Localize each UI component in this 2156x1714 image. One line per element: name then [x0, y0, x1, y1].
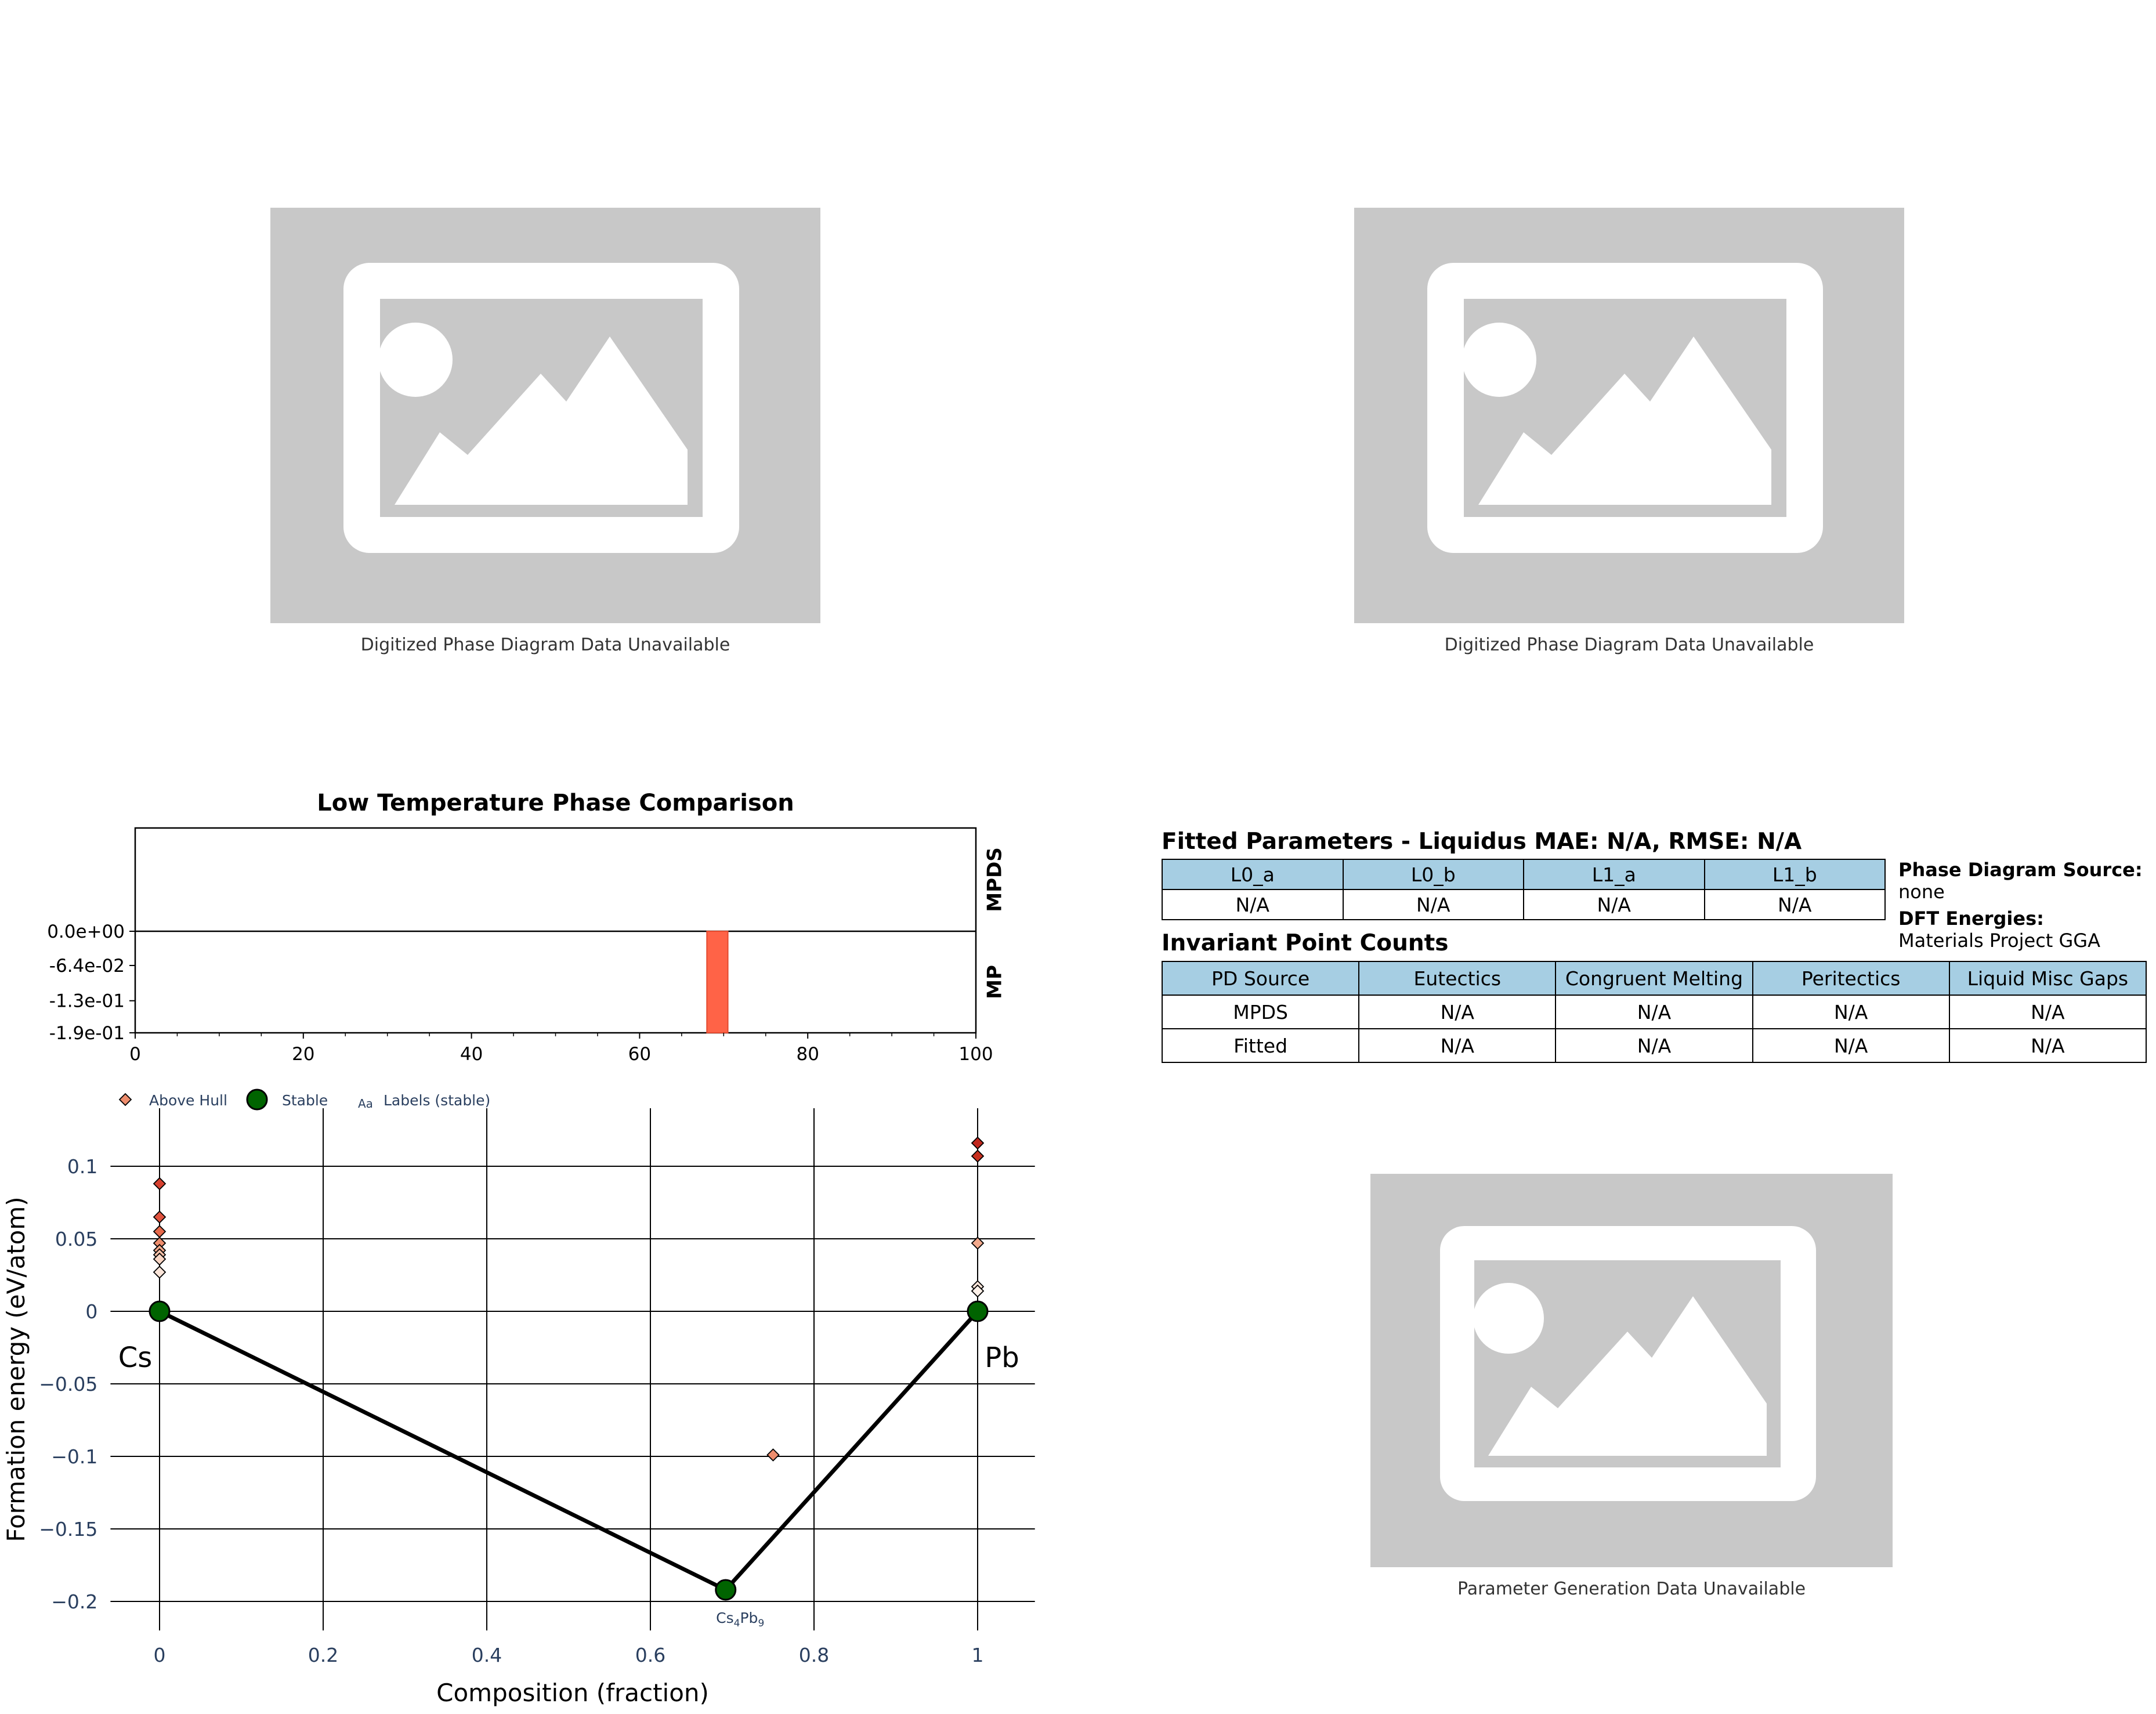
above-hull-point [153, 1177, 167, 1191]
fitted-param-header: L0_b [1342, 859, 1524, 890]
y-tick-label: −0.05 [39, 1373, 97, 1395]
fitted-param-value: N/A [1162, 889, 1344, 920]
hull-line [158, 1309, 979, 1593]
fitted-param-header: L1_b [1703, 859, 1886, 890]
invariant-cell: N/A [1555, 995, 1753, 1029]
stable-point [715, 1579, 737, 1601]
y-tick-label: −0.1 [51, 1445, 97, 1468]
x-tick-label: 80 [796, 1044, 819, 1065]
invariant-cell: N/A [1752, 995, 1950, 1029]
invariant-counts-table: PD Source Eutectics Congruent Melting Pe… [1161, 961, 2147, 1063]
digitized-diagram-placeholder-left [270, 208, 820, 623]
parameter-generation-placeholder [1370, 1174, 1893, 1567]
y-tick-label: -1.3e-01 [49, 991, 125, 1012]
stable-point-label: Cs4Pb9 [716, 1610, 764, 1629]
x-tick-label: 60 [628, 1044, 651, 1065]
pd-source-label: Phase Diagram Source: [1898, 859, 2143, 881]
chart-title: Low Temperature Phase Comparison [317, 790, 794, 816]
invariant-counts-title: Invariant Point Counts [1162, 930, 1449, 956]
x-tick-label: 0.6 [635, 1644, 665, 1666]
invariant-cell: N/A [1948, 995, 2147, 1029]
y-tick-label: 0 [85, 1300, 97, 1323]
fitted-param-header: L1_a [1523, 859, 1705, 890]
x-tick-label: 0 [129, 1044, 141, 1065]
stable-point [967, 1300, 989, 1322]
y-tick-label: -1.9e-01 [49, 1023, 125, 1044]
x-tick-label: 100 [958, 1044, 993, 1065]
digitized-diagram-caption-right: Digitized Phase Diagram Data Unavailable [1444, 635, 1814, 655]
invariant-header: PD Source [1161, 961, 1360, 996]
y-tick-label: 0.0e+00 [47, 921, 125, 942]
stable-point [149, 1300, 171, 1322]
image-placeholder-icon [343, 263, 739, 553]
x-tick-label: 20 [292, 1044, 314, 1065]
digitized-diagram-placeholder-right [1354, 208, 1904, 623]
legend-item-label: Labels (stable) [384, 1092, 490, 1109]
above-hull-point [971, 1236, 985, 1250]
above-hull-point [971, 1136, 985, 1150]
above-hull-point [971, 1149, 985, 1163]
legend-text-icon: Aa [358, 1097, 373, 1111]
y-axis-title: Formation energy (eV/atom) [2, 1196, 30, 1542]
endpoint-label: Cs [118, 1341, 153, 1374]
legend-diamond-icon [118, 1093, 132, 1106]
pd-source-value: none [1898, 881, 1945, 903]
invariant-cell: N/A [1948, 1028, 2147, 1063]
image-placeholder-icon [1427, 263, 1823, 553]
legend-item-label: Stable [282, 1092, 328, 1109]
invariant-cell: N/A [1358, 1028, 1557, 1063]
x-tick-label: 0.2 [308, 1644, 338, 1666]
above-hull-point [153, 1225, 167, 1238]
fitted-param-value: N/A [1342, 889, 1524, 920]
table-row: MPDS N/A N/A N/A N/A [1161, 995, 2147, 1029]
image-placeholder-icon [1440, 1226, 1816, 1501]
convex-hull-chart: 0.1 0.05 0 −0.05 −0.1 −0.15 −0.2 0 0.2 0.4 0.6 0.8 1… [2, 1089, 1035, 1707]
fitted-param-header: L0_a [1162, 859, 1344, 890]
invariant-cell: N/A [1555, 1028, 1753, 1063]
invariant-cell: N/A [1358, 995, 1557, 1029]
y-tick-label: 0.1 [67, 1155, 97, 1178]
invariant-cell: MPDS [1161, 995, 1360, 1029]
invariant-header: Eutectics [1358, 961, 1557, 996]
x-tick-label: 0.8 [799, 1644, 829, 1666]
table-row: Fitted N/A N/A N/A N/A [1161, 1028, 2147, 1063]
invariant-header: Liquid Misc Gaps [1948, 961, 2147, 996]
fitted-parameters-title: Fitted Parameters - Liquidus MAE: N/A, R… [1162, 829, 1802, 855]
x-tick-label: 1 [972, 1644, 984, 1666]
legend-stable-icon [246, 1089, 268, 1111]
invariant-header: Congruent Melting [1555, 961, 1753, 996]
fitted-param-value: N/A [1523, 889, 1705, 920]
plot-frame [134, 827, 977, 1034]
above-hull-point [153, 1210, 167, 1224]
row-label: MP [983, 965, 1007, 999]
invariant-cell: Fitted [1161, 1028, 1360, 1063]
above-hull-point [971, 1284, 985, 1298]
digitized-diagram-caption-left: Digitized Phase Diagram Data Unavailable [360, 635, 730, 655]
low-temp-phase-chart: Low Temperature Phase Comparison 0.0e+00 -… [47, 790, 1007, 1065]
row-label: MPDS [983, 847, 1007, 912]
above-hull-point [766, 1448, 780, 1462]
x-tick-label: 0 [154, 1644, 166, 1666]
dft-energies-value: Materials Project GGA [1898, 930, 2100, 952]
fitted-parameters-table: L0_a L0_b L1_a L1_b N/A N/A N/A N/A [1162, 859, 1886, 920]
parameter-generation-caption: Parameter Generation Data Unavailable [1457, 1579, 1806, 1599]
y-tick-label: −0.15 [39, 1518, 97, 1541]
fitted-param-value: N/A [1703, 889, 1886, 920]
above-hull-point [153, 1252, 167, 1266]
invariant-cell: N/A [1752, 1028, 1950, 1063]
phase-bar [706, 931, 729, 1033]
x-tick-label: 40 [460, 1044, 483, 1065]
above-hull-point [153, 1265, 167, 1279]
dft-energies-label: DFT Energies: [1898, 907, 2044, 930]
legend-item-label: Above Hull [149, 1092, 227, 1109]
y-tick-label: 0.05 [55, 1228, 97, 1250]
y-tick-label: −0.2 [51, 1590, 97, 1613]
invariant-header: Peritectics [1752, 961, 1950, 996]
endpoint-label: Pb [985, 1341, 1019, 1374]
x-tick-label: 0.4 [472, 1644, 502, 1666]
x-axis-title: Composition (fraction) [436, 1679, 709, 1707]
y-tick-label: -6.4e-02 [49, 956, 125, 977]
